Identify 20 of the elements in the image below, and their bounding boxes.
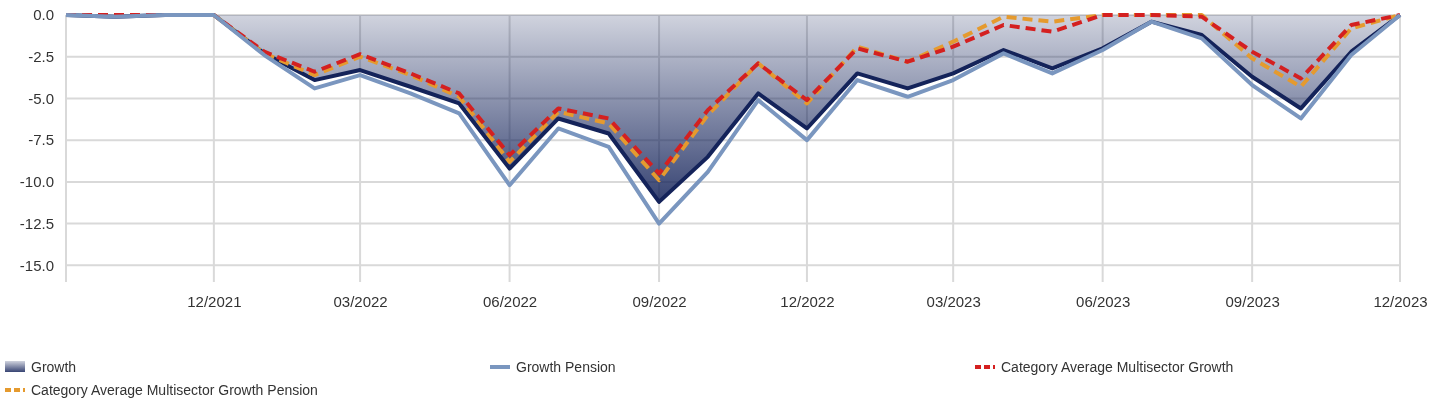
- x-tick-label: 12/2021: [187, 292, 242, 310]
- x-tick-label: 03/2022: [333, 292, 388, 310]
- y-tick-label: -2.5: [28, 48, 54, 66]
- legend-label: Growth: [31, 359, 77, 375]
- y-tick-label: -15.0: [19, 256, 54, 274]
- x-tick-label: 12/2023: [1373, 292, 1428, 310]
- x-tick-label: 12/2022: [780, 292, 835, 310]
- x-tick-label: 09/2023: [1225, 292, 1280, 310]
- legend-label: Category Average Multisector Growth Pension: [31, 382, 318, 398]
- x-tick-label: 03/2023: [926, 292, 981, 310]
- x-tick-label: 06/2023: [1076, 292, 1131, 310]
- x-tick-label: 06/2022: [482, 292, 538, 310]
- y-tick-label: -10.0: [19, 173, 54, 191]
- y-tick-label: -7.5: [28, 131, 54, 149]
- y-tick-label: -5.0: [28, 89, 54, 107]
- y-tick-label: -12.5: [19, 214, 54, 232]
- legend-label: Growth Pension: [516, 359, 616, 375]
- legend-label: Category Average Multisector Growth: [1001, 359, 1234, 375]
- y-tick-label: 0.0: [33, 6, 54, 24]
- x-tick-label: 09/2022: [632, 292, 687, 310]
